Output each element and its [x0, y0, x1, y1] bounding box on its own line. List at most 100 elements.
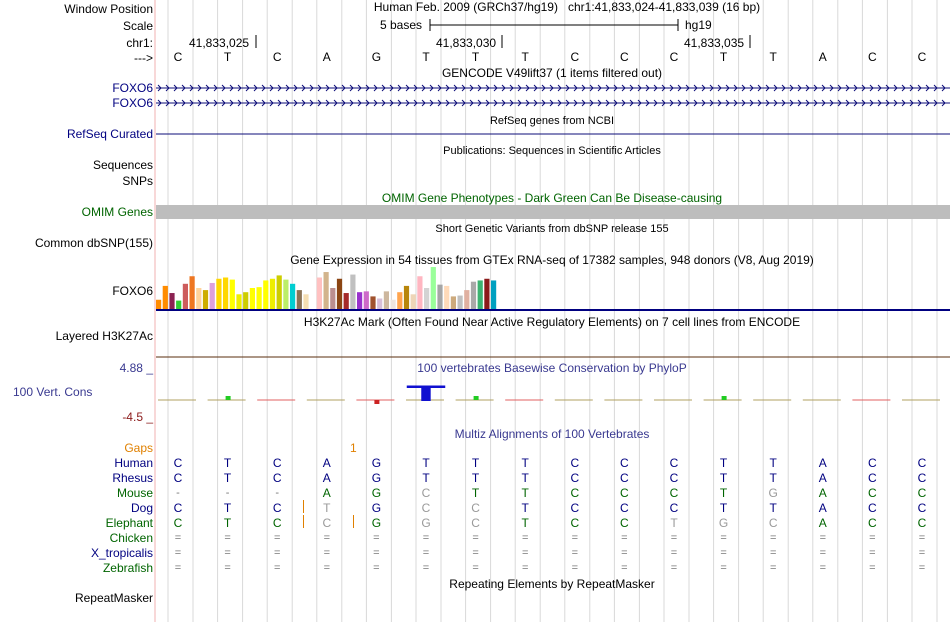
- gtex-tissue-bar[interactable]: [424, 288, 430, 309]
- gtex-tissue-bar[interactable]: [263, 280, 269, 309]
- gtex-tissue-bar[interactable]: [316, 277, 322, 310]
- h3k27ac-track-label[interactable]: Layered H3K27Ac: [55, 329, 153, 343]
- strand-arrow: [941, 84, 946, 92]
- strand-arrow: [677, 84, 682, 92]
- omim-gene-bar[interactable]: [156, 205, 950, 219]
- foxo6-gene-model-2[interactable]: [156, 99, 950, 107]
- gencode-item-label[interactable]: FOXO6: [112, 81, 153, 95]
- gtex-tissue-bar[interactable]: [176, 300, 182, 309]
- gtex-tissue-bar[interactable]: [229, 279, 235, 309]
- gtex-tissue-bar[interactable]: [296, 290, 302, 309]
- strand-arrow: [549, 99, 554, 107]
- gtex-tissue-bar[interactable]: [269, 278, 276, 309]
- gtex-tissue-bar[interactable]: [464, 290, 470, 309]
- gtex-tissue-bar[interactable]: [370, 296, 376, 309]
- gtex-tissue-bar[interactable]: [450, 296, 456, 309]
- gtex-tissue-bar[interactable]: [216, 278, 222, 309]
- gtex-tissue-bar[interactable]: [437, 284, 443, 309]
- species-label[interactable]: X_tropicalis: [90, 546, 153, 560]
- strand-arrow: [613, 84, 618, 92]
- gtex-tissue-bar[interactable]: [484, 278, 490, 309]
- gtex-track-label[interactable]: FOXO6: [112, 284, 153, 298]
- phylop-conservation-plot[interactable]: T: [158, 381, 940, 406]
- refseq-track-label[interactable]: RefSeq Curated: [66, 127, 153, 141]
- gtex-tissue-bar[interactable]: [430, 267, 436, 309]
- gtex-tissue-bar[interactable]: [156, 299, 162, 309]
- gtex-tissue-bar[interactable]: [256, 287, 262, 309]
- dbsnp-track-label[interactable]: Common dbSNP(155): [34, 236, 153, 250]
- alignment-base: =: [422, 532, 430, 544]
- strand-arrow: [525, 84, 530, 92]
- gtex-tissue-bar[interactable]: [343, 293, 349, 309]
- species-label[interactable]: Chicken: [109, 531, 153, 545]
- gtex-tissue-bar[interactable]: [363, 291, 369, 309]
- gtex-tissue-bar[interactable]: [223, 277, 229, 310]
- snps-track-label[interactable]: SNPs: [122, 174, 153, 188]
- gtex-tissue-bar[interactable]: [169, 293, 175, 309]
- species-label[interactable]: Rhesus: [112, 471, 153, 485]
- alignment-base: =: [918, 547, 926, 559]
- species-label[interactable]: Mouse: [116, 486, 153, 500]
- species-label[interactable]: Human: [114, 456, 153, 470]
- gtex-tissue-bar[interactable]: [283, 279, 289, 309]
- publications-track-label[interactable]: Sequences: [92, 158, 153, 172]
- gtex-tissue-bar[interactable]: [403, 285, 410, 309]
- gtex-tissue-bar[interactable]: [336, 278, 343, 309]
- gtex-tissue-bar[interactable]: [162, 285, 168, 309]
- gaps-label[interactable]: Gaps: [124, 441, 153, 455]
- repeatmasker-track-label[interactable]: RepeatMasker: [74, 591, 153, 605]
- alignment-base: C: [917, 456, 927, 470]
- species-label[interactable]: Zebrafish: [102, 561, 153, 575]
- alignment-base: C: [471, 516, 480, 530]
- alignment-base: =: [769, 547, 777, 559]
- gtex-tissue-bar[interactable]: [444, 285, 450, 309]
- gencode-item-label[interactable]: FOXO6: [112, 96, 153, 110]
- alignment-base: =: [323, 562, 331, 574]
- gtex-tissue-bar[interactable]: [182, 283, 188, 309]
- gtex-tissue-bar[interactable]: [383, 291, 389, 309]
- gtex-tissue-bar[interactable]: [303, 294, 309, 309]
- gtex-tissue-bar[interactable]: [196, 288, 202, 309]
- gtex-tissue-bar[interactable]: [470, 281, 477, 309]
- publications-track-title: Publications: Sequences in Scientific Ar…: [443, 145, 661, 157]
- gtex-tissue-bar[interactable]: [410, 294, 416, 309]
- gtex-tissue-bar[interactable]: [417, 276, 423, 309]
- gtex-tissue-bar[interactable]: [290, 283, 296, 309]
- gtex-tissue-bar[interactable]: [477, 280, 483, 309]
- strand-arrow: [181, 84, 186, 92]
- gtex-tissue-bar[interactable]: [323, 272, 329, 309]
- gtex-tissue-bar[interactable]: [377, 298, 383, 310]
- species-label[interactable]: Elephant: [105, 516, 153, 530]
- phylop-track-label[interactable]: 100 Vert. Cons: [13, 385, 93, 399]
- gtex-tissue-bar[interactable]: [209, 282, 215, 309]
- gtex-tissue-bar[interactable]: [491, 280, 497, 309]
- gtex-tissue-bar[interactable]: [249, 288, 255, 309]
- strand-arrow: [717, 99, 722, 107]
- strand-arrow: [757, 84, 762, 92]
- species-label[interactable]: Dog: [130, 501, 153, 515]
- gtex-tissue-bar[interactable]: [397, 292, 403, 309]
- gtex-tissue-bar[interactable]: [243, 292, 249, 309]
- strand-arrow: [565, 84, 570, 92]
- gtex-tissue-bar[interactable]: [457, 295, 463, 309]
- strand-arrow: [613, 99, 618, 107]
- gtex-expression-bars[interactable]: [156, 267, 497, 310]
- gtex-tissue-bar[interactable]: [202, 290, 209, 309]
- foxo6-gene-model-1[interactable]: [156, 84, 950, 92]
- gtex-tissue-bar[interactable]: [276, 275, 282, 309]
- gtex-tissue-bar[interactable]: [350, 274, 356, 309]
- gtex-tissue-bar[interactable]: [357, 292, 363, 309]
- gtex-tissue-bar[interactable]: [330, 288, 336, 309]
- strand-arrow: [157, 99, 162, 107]
- strand-arrow: [653, 84, 658, 92]
- insertion-mark: [303, 500, 304, 513]
- alignment-base: =: [869, 562, 876, 574]
- gtex-tissue-bar[interactable]: [236, 294, 242, 309]
- strand-arrow: [917, 84, 922, 92]
- gtex-tissue-bar[interactable]: [390, 299, 396, 309]
- omim-track-label[interactable]: OMIM Genes: [81, 205, 153, 219]
- strand-arrow: [629, 99, 634, 107]
- gtex-tissue-bar[interactable]: [189, 276, 195, 309]
- strand-arrow: [501, 84, 506, 92]
